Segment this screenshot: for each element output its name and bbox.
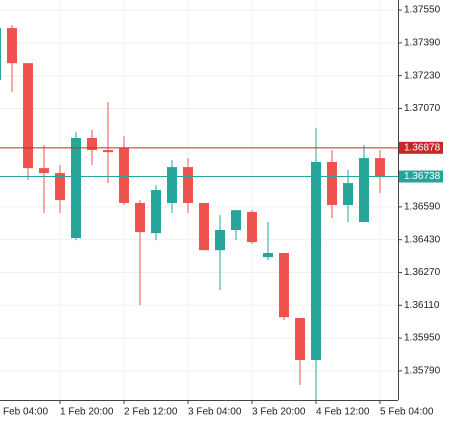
price-label-box xyxy=(399,141,443,154)
x-tick-label: 4 Feb 12:00 xyxy=(316,407,370,418)
candle-body xyxy=(263,252,273,258)
plot xyxy=(0,0,398,400)
candle-body xyxy=(359,158,369,223)
candle-body xyxy=(311,161,321,361)
price-label: 1.36738 xyxy=(404,171,441,182)
candle-body xyxy=(183,167,193,203)
x-tick-label: 1 Feb 20:00 xyxy=(60,407,114,418)
y-tick-label: 1.37550 xyxy=(404,5,441,16)
candle-body xyxy=(199,202,209,251)
candle-body xyxy=(167,167,177,203)
y-tick-label: 1.37390 xyxy=(404,37,441,48)
candle-body xyxy=(55,173,65,201)
candle-body xyxy=(135,202,145,233)
y-tick-label: 1.37230 xyxy=(404,70,441,81)
candle-body xyxy=(151,190,161,234)
y-tick-label: 1.35790 xyxy=(404,366,441,377)
candle-body xyxy=(215,230,225,251)
x-tick-label: 5 Feb 04:00 xyxy=(380,407,434,418)
x-tick-label: 3 Feb 20:00 xyxy=(252,407,306,418)
candle-body xyxy=(375,158,385,178)
y-tick-label: 1.36110 xyxy=(404,300,440,311)
x-tick-label: 2 Feb 12:00 xyxy=(124,407,178,418)
candle-body xyxy=(39,168,49,174)
candle-body xyxy=(327,161,337,206)
price-label: 1.36878 xyxy=(404,142,441,153)
x-tick-label: Feb 04:00 xyxy=(3,407,48,418)
candle-body xyxy=(71,137,81,239)
candle-body xyxy=(247,211,257,243)
candle-body xyxy=(231,210,241,231)
y-tick-label: 1.36270 xyxy=(404,267,441,278)
y-tick-label: 1.36590 xyxy=(404,202,441,213)
y-tick-label: 1.35950 xyxy=(404,333,441,344)
candle-body xyxy=(343,183,353,206)
candle-body xyxy=(119,148,129,203)
y-tick-label: 1.37070 xyxy=(404,103,441,114)
candle-body xyxy=(23,63,33,169)
candle-body xyxy=(279,252,289,318)
x-tick-label: 3 Feb 04:00 xyxy=(188,407,242,418)
candle-body xyxy=(295,317,305,361)
price-label-box xyxy=(399,170,443,183)
y-tick-label: 1.36430 xyxy=(404,234,441,245)
candle-body xyxy=(0,28,1,80)
candle-body xyxy=(7,28,17,64)
candle-body xyxy=(103,150,113,153)
candle-body xyxy=(87,137,97,151)
